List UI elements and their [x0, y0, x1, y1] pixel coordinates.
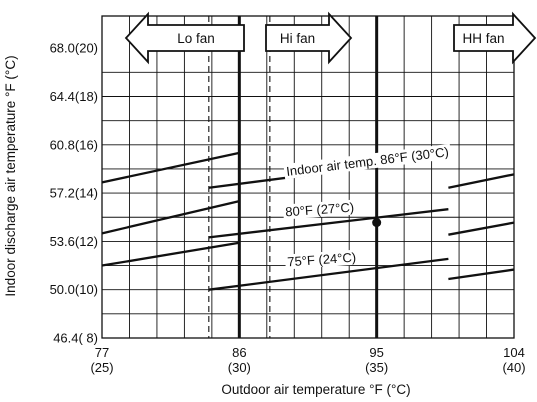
series-label-group: 80°F (27°C): [282, 199, 357, 220]
y-tick-labels: 46.4( 8) 50.0(10) 53.6(12) 57.2(14) 60.8(16)…: [50, 41, 98, 346]
series-label-background: [282, 199, 357, 220]
y-tick-label: 68.0(20): [50, 41, 98, 56]
series-line-3: [448, 268, 515, 281]
operating-point: [372, 218, 382, 228]
fan-arrow-left: [124, 11, 245, 65]
series-line-3: [101, 241, 240, 267]
x-tick-label-celsius: (35): [365, 360, 388, 375]
series-label: 80°F (27°C): [285, 200, 355, 220]
fan-arrow-right: [453, 11, 537, 65]
series-line-2: [208, 208, 449, 239]
grid: [102, 16, 514, 338]
series-line-2: [448, 221, 515, 236]
x-tick-label-celsius: (30): [228, 360, 251, 375]
fan-label: HH fan: [462, 31, 504, 46]
reference-lines: [208, 16, 379, 338]
series-line-1: [448, 173, 515, 189]
fan-label: Lo fan: [177, 31, 215, 46]
marker-layer: [372, 218, 382, 228]
fan-label: Hi fan: [280, 31, 315, 46]
x-tick-label-celsius: (25): [90, 360, 113, 375]
series-line-3: [208, 257, 449, 291]
y-tick-label: 50.0(10): [50, 282, 98, 297]
y-tick-label: 64.4(18): [50, 89, 98, 104]
x-tick-label-celsius: (40): [502, 360, 525, 375]
x-tick-label: 104: [503, 345, 525, 360]
series-label-background: [283, 143, 452, 180]
x-tick-label: 86: [232, 345, 246, 360]
x-axis-label: Outdoor air temperature °F (°C): [221, 382, 410, 397]
x-tick-label: 77: [95, 345, 109, 360]
series-label-background: [284, 249, 359, 270]
y-tick-label: 60.8(16): [50, 137, 98, 152]
x-tick-labels: 77(25) 86(30) 95(35) 104(40): [90, 345, 525, 375]
plot-frame: [101, 15, 515, 339]
y-tick-label: 53.6(12): [50, 234, 98, 249]
series-line-2: [101, 200, 240, 235]
series-label: 75°F (24°C): [287, 250, 357, 270]
y-tick-label: 46.4( 8): [53, 331, 98, 346]
y-axis-label: Indoor discharge air temperature °F (°C): [3, 55, 18, 296]
y-tick-label: 57.2(14): [50, 186, 98, 201]
series-label: Indoor air temp. 86°F (30°C): [285, 144, 449, 179]
x-tick-label: 95: [369, 345, 383, 360]
series-label-group: 75°F (24°C): [284, 249, 359, 270]
series-line-1: [101, 151, 240, 184]
series-label-group: Indoor air temp. 86°F (30°C): [283, 143, 452, 180]
series-layer: Indoor air temp. 86°F (30°C) 80°F (27°C) 7…: [101, 143, 515, 291]
fan-arrow-right: [265, 11, 353, 65]
fan-ranges: Lo fan Hi fan HH fan: [124, 11, 537, 65]
